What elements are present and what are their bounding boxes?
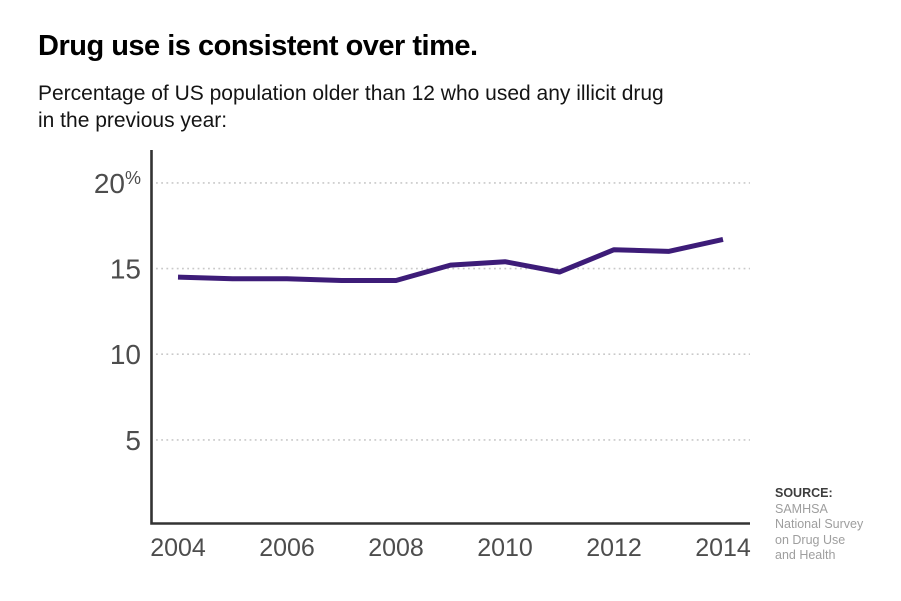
source-line: National Survey — [775, 517, 864, 531]
source-line: and Health — [775, 548, 836, 562]
source-line: SAMHSA — [775, 501, 828, 516]
chart-subtitle: Percentage of US population older than 1… — [38, 80, 664, 134]
source-label: SOURCE: — [775, 486, 833, 500]
x-tick-label: 2004 — [150, 534, 206, 562]
data-line — [177, 236, 724, 283]
y-tick-label: 10 — [110, 339, 141, 370]
y-tick-label: 15 — [110, 254, 141, 285]
y-tick-label: 5 — [125, 425, 141, 456]
x-tick-label: 2006 — [259, 534, 315, 562]
x-tick-label: 2014 — [695, 534, 751, 562]
subtitle-line: in the previous year: — [38, 109, 228, 132]
source-lines: SAMHSA National Survey on Drug Use and Heal… — [775, 502, 895, 564]
y-tick-label: 20% — [94, 168, 141, 199]
axes — [150, 150, 750, 525]
page-title: Drug use is consistent over time. — [38, 30, 478, 62]
source-note: SOURCE: SAMHSA National Survey on Drug Use… — [775, 486, 895, 564]
x-tick-label: 2012 — [586, 534, 642, 562]
x-tick-label: 2008 — [368, 534, 424, 562]
subtitle-line: Percentage of US population older than 1… — [38, 82, 664, 105]
source-line: on Drug Use — [775, 532, 846, 547]
x-tick-label: 2010 — [477, 534, 533, 562]
